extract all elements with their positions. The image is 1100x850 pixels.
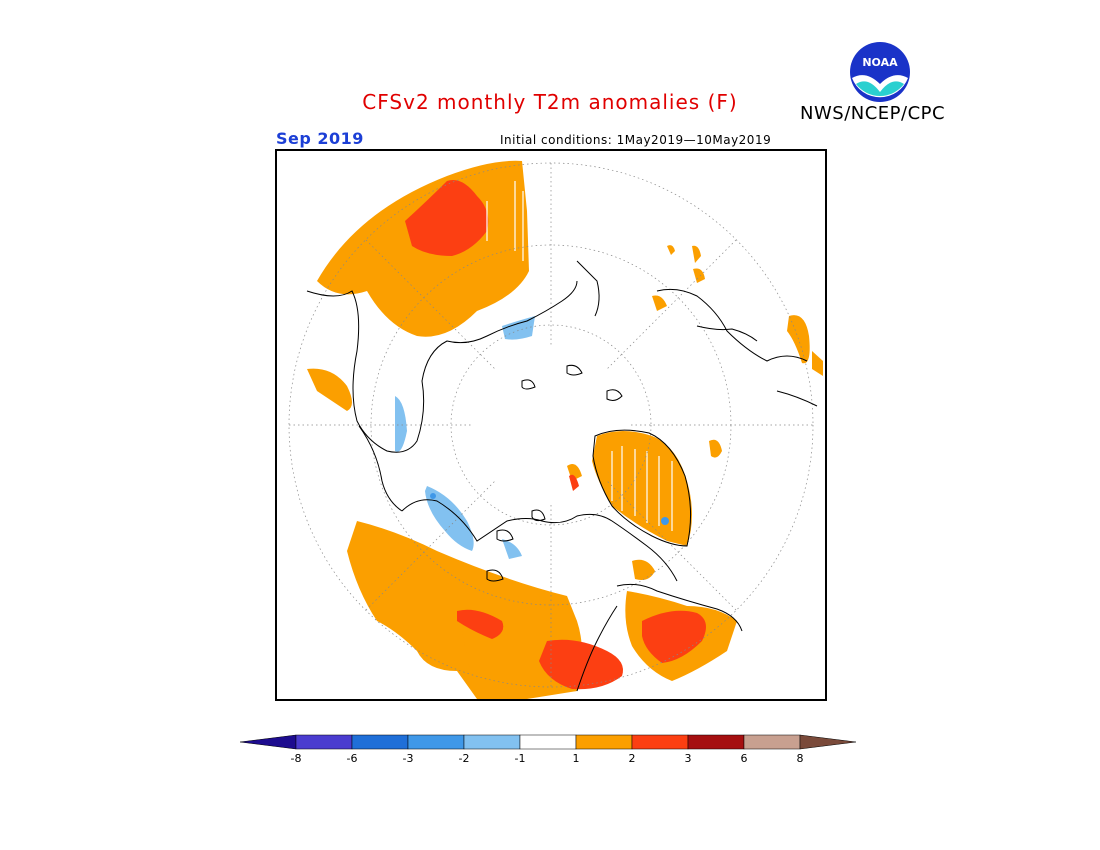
anomaly-negative-medium [430,493,669,525]
legend-swatch-3_to_6 [687,734,745,750]
legend-label: 8 [797,752,804,765]
legend-label: 2 [629,752,636,765]
legend-label: -2 [459,752,470,765]
legend-label: -3 [403,752,414,765]
agency-label: NWS/NCEP/CPC [800,103,946,124]
legend-swatch-1_to_2 [575,734,633,750]
legend-swatch-minus8_to_minus6 [295,734,353,750]
legend-label: 1 [573,752,580,765]
legend-swatch-minus1_to_1 [519,734,577,750]
color-legend: -8 -6 -3 -2 -1 1 2 3 6 8 [238,733,862,773]
legend-swatch-minus2_to_minus1 [463,734,521,750]
graticule [288,162,814,688]
valid-month: Sep 2019 [276,129,364,148]
anomaly-negative-light [395,316,535,559]
logo-text: NOAA [862,56,898,69]
legend-swatch-2_to_3 [631,734,689,750]
map-title: CFSv2 monthly T2m anomalies (F) [362,90,738,114]
polar-map [275,149,827,701]
legend-label: -6 [347,752,358,765]
legend-arrow-high [799,734,857,750]
legend-swatch-6_to_8 [743,734,801,750]
legend-label: 3 [685,752,692,765]
legend-swatch-minus6_to_minus3 [351,734,409,750]
legend-label: 6 [741,752,748,765]
anomaly-positive-light [307,160,823,699]
noaa-logo-icon: NOAA [848,40,912,104]
initial-conditions: Initial conditions: 1May2019—10May2019 [500,133,772,147]
coastlines [306,260,818,692]
legend-swatch-minus3_to_minus2 [407,734,465,750]
legend-label: -8 [291,752,302,765]
legend-label: -1 [515,752,526,765]
anomaly-positive-strong [405,180,706,690]
hatch-streaks [486,181,673,531]
legend-arrow-low [239,734,297,750]
